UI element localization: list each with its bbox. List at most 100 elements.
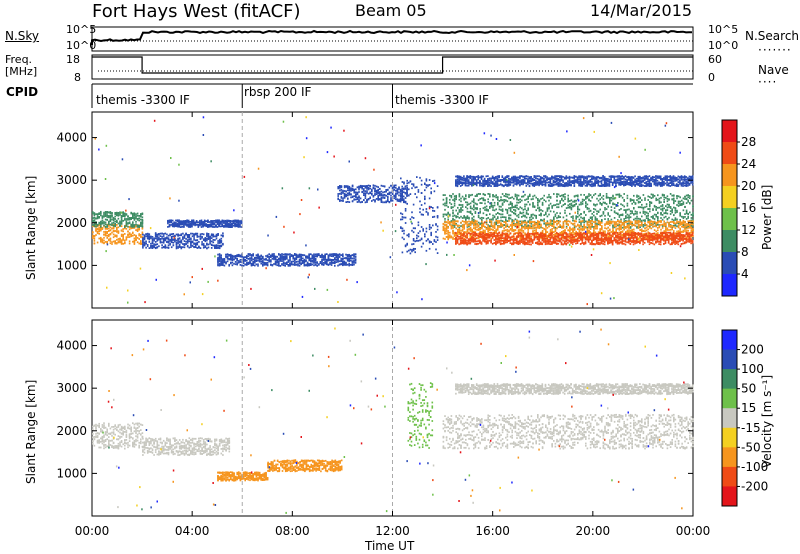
echo-cell (403, 229, 405, 232)
echo-cell (207, 225, 209, 227)
echo-cell (585, 214, 587, 216)
echo-cell (162, 233, 165, 235)
echo-cell (141, 216, 144, 219)
echo-cell (572, 230, 574, 232)
echo-cell (369, 187, 371, 190)
echo-cell (445, 204, 448, 207)
echo-cell (167, 220, 169, 223)
echo-cell (314, 255, 317, 258)
echo-cell (218, 259, 221, 261)
echo-cell (330, 258, 333, 261)
echo-cell (196, 242, 199, 244)
echo-cell (122, 233, 124, 236)
echo-cell (125, 227, 128, 230)
echo-cell (108, 235, 110, 238)
echo-cell (549, 202, 552, 205)
echo-cell (601, 204, 603, 206)
echo-cell (324, 258, 326, 261)
echo-cell (601, 219, 603, 221)
echo-cell (513, 237, 515, 240)
echo-cell (583, 210, 585, 213)
echo-cell (148, 238, 151, 241)
echo-cell (679, 196, 681, 199)
echo-cell (471, 217, 473, 220)
echo-cell (652, 196, 654, 199)
echo-cell (224, 223, 227, 225)
echo-cell (588, 221, 590, 223)
echo-cell (358, 185, 360, 188)
echo-cell (682, 216, 685, 218)
echo-cell (217, 258, 219, 260)
echo-cell (589, 216, 592, 219)
echo-cell (613, 203, 616, 206)
echo-cell (601, 225, 603, 227)
echo-cell (599, 202, 601, 205)
echo-cell (458, 224, 461, 227)
echo-cell (549, 210, 552, 213)
echo-cell (543, 222, 545, 225)
echo-cell (111, 212, 113, 214)
echo-cell (548, 233, 550, 235)
echo-cell (514, 229, 517, 231)
echo-cell (92, 224, 94, 226)
echo-cell (380, 196, 383, 199)
echo-cell (252, 260, 254, 263)
echo-cell (551, 207, 553, 209)
echo-cell (151, 239, 154, 242)
echo-cell (191, 225, 193, 228)
echo-cell (642, 224, 645, 226)
echo-cell (367, 198, 370, 200)
echo-cell (361, 186, 363, 189)
echo-cell (460, 225, 462, 227)
echo-cell (273, 254, 275, 257)
echo-cell (106, 216, 108, 218)
echo-cell (298, 261, 301, 263)
echo-cell (337, 258, 339, 260)
echo-cell (455, 220, 457, 223)
echo-cell (623, 220, 625, 223)
echo-cell (180, 233, 183, 236)
echo-cell (116, 224, 118, 226)
echo-cell (135, 213, 137, 216)
echo-cell (167, 234, 170, 237)
echo-cell (487, 201, 489, 203)
echo-cell (455, 209, 457, 212)
echo-cell (545, 225, 547, 228)
echo-cell (363, 190, 365, 192)
echo-cell (308, 255, 310, 257)
echo-cell (108, 230, 110, 232)
echo-cell (218, 242, 221, 244)
echo-cell (450, 207, 453, 209)
echo-cell (463, 225, 465, 227)
echo-cell (136, 226, 139, 228)
echo-cell (141, 223, 144, 225)
echo-cell (300, 259, 302, 262)
echo-cell (479, 227, 481, 230)
echo-cell (477, 225, 480, 228)
echo-cell (92, 231, 94, 233)
echo-cell (561, 205, 563, 208)
echo-cell (100, 220, 102, 223)
echo-cell (530, 227, 533, 230)
echo-cell (204, 245, 207, 248)
echo-cell (457, 220, 459, 223)
echo-cell (196, 243, 199, 246)
echo-cell (186, 239, 189, 242)
echo-cell (117, 241, 120, 244)
echo-cell (167, 241, 170, 244)
echo-cell (674, 224, 677, 227)
echo-cell (572, 217, 574, 219)
echo-cell (447, 218, 449, 221)
echo-cell (569, 237, 571, 240)
echo-cell (684, 198, 686, 200)
echo-cell (192, 219, 195, 222)
echo-cell (633, 207, 635, 209)
echo-cell (122, 237, 124, 239)
echo-cell (449, 222, 451, 225)
echo-cell (161, 241, 163, 244)
echo-cell (346, 259, 349, 262)
echo-cell (401, 191, 404, 194)
echo-cell (396, 192, 399, 195)
echo-cell (306, 261, 309, 264)
echo-cell (106, 234, 108, 237)
